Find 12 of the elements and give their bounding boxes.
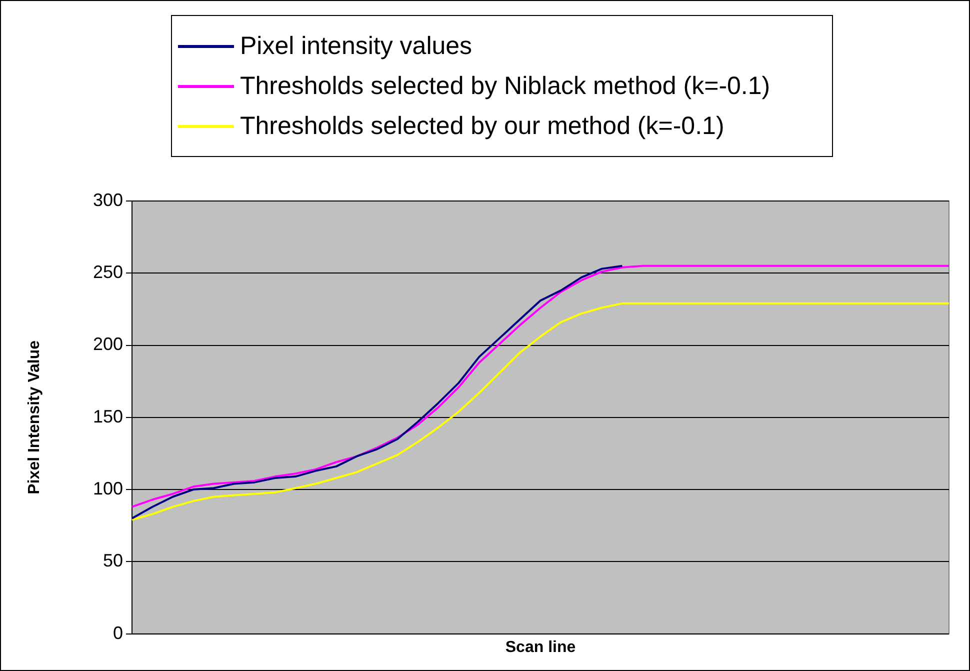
legend-label: Thresholds selected by our method (k=-0.1) <box>240 112 724 140</box>
y-axis-title: Pixel Intensity Value <box>26 340 44 494</box>
y-tick-label: 150 <box>92 406 123 426</box>
y-tick-label: 250 <box>92 262 123 282</box>
y-tick-label: 200 <box>92 334 123 354</box>
legend-label: Pixel intensity values <box>240 32 472 60</box>
y-tick-label: 100 <box>92 478 123 498</box>
y-tick-label: 50 <box>102 550 123 571</box>
y-tick-label: 0 <box>112 622 123 643</box>
x-axis-title: Scan line <box>505 638 576 656</box>
y-tick-label: 300 <box>92 190 123 210</box>
legend-label: Thresholds selected by Niblack method (k=-0.1) <box>240 72 770 100</box>
